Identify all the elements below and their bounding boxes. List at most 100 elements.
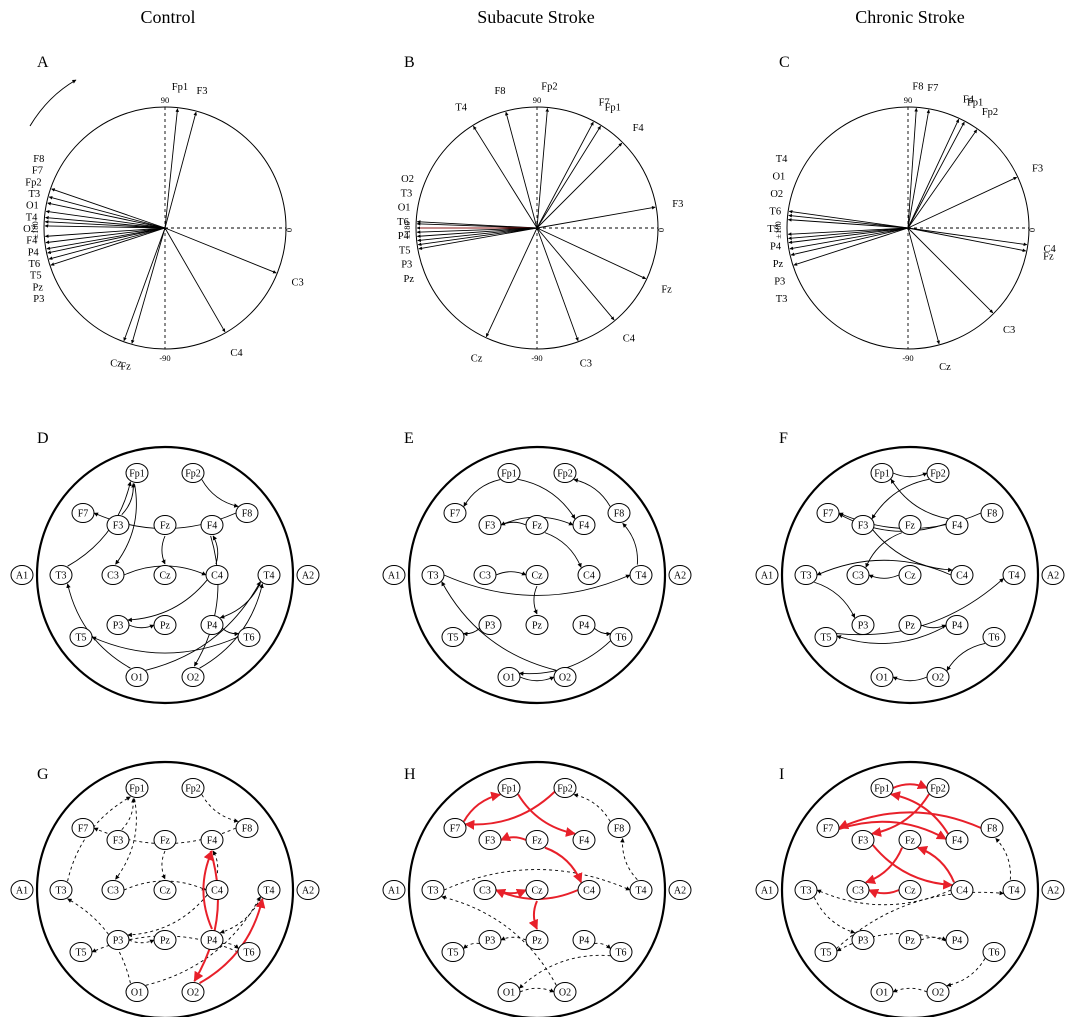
phase-vector-fp2 <box>907 129 978 229</box>
electrode-node <box>755 565 779 585</box>
electrode-t4: T4 <box>257 880 281 900</box>
tick-minus-90: -90 <box>902 353 913 363</box>
phase-vector-f7 <box>536 121 594 229</box>
connection-f8-f7 <box>838 811 982 829</box>
electrode-label: F3 <box>485 521 496 532</box>
electrode-cz: Cz <box>525 880 549 900</box>
electrode-fz: Fz <box>153 515 177 535</box>
connection-fp2-f3 <box>871 793 930 837</box>
electrode-f7: F7 <box>816 818 840 838</box>
electrode-label: T6 <box>615 633 626 644</box>
phase-vector-f4 <box>907 118 960 229</box>
electrode-label: P3 <box>113 936 124 947</box>
electrode-node <box>181 982 205 1002</box>
electrode-t6: T6 <box>237 627 261 647</box>
electrode-pz: Pz <box>898 930 922 950</box>
electrode-label: Fz <box>532 836 543 847</box>
electrode-label: A2 <box>1047 571 1059 582</box>
electrode-label: F4 <box>579 521 590 532</box>
electrode-node <box>870 982 894 1002</box>
electrode-pz: Pz <box>153 615 177 635</box>
connection-layer <box>66 479 264 671</box>
electrode-label-f4: F4 <box>633 123 645 134</box>
electrode-c3: C3 <box>473 880 497 900</box>
electrode-label: T3 <box>427 886 438 897</box>
electrode-node <box>71 503 95 523</box>
phase-vector-cz <box>907 227 940 345</box>
electrode-label: F4 <box>579 836 590 847</box>
electrode-label: C3 <box>852 886 864 897</box>
phase-vector-c4 <box>907 227 1028 247</box>
electrode-pz: Pz <box>525 930 549 950</box>
electrode-node <box>382 565 406 585</box>
electrode-label: Cz <box>904 571 916 582</box>
electrode-label-f4: F4 <box>963 94 975 105</box>
electrode-cz: Cz <box>153 880 177 900</box>
connection-fz-cz <box>161 535 166 565</box>
electrode-label: A2 <box>674 571 686 582</box>
electrode-node <box>443 818 467 838</box>
electrode-node <box>755 880 779 900</box>
electrode-label: F7 <box>823 824 834 835</box>
connection-fz-f3 <box>500 831 527 841</box>
electrode-label-t3: T3 <box>776 294 788 305</box>
connection-c4-fz <box>916 846 955 883</box>
electrode-c4: C4 <box>950 565 974 585</box>
electrode-label: C4 <box>583 571 595 582</box>
electrode-c3: C3 <box>846 880 870 900</box>
electrode-node <box>153 615 177 635</box>
tick-180: ±180 <box>773 221 783 238</box>
electrode-t6: T6 <box>982 942 1006 962</box>
column-title-chronic: Chronic Stroke <box>855 7 965 27</box>
electrode-label: Fp1 <box>129 784 145 795</box>
electrode-label-t4: T4 <box>455 103 467 114</box>
electrode-node <box>497 778 521 798</box>
electrode-fz: Fz <box>898 830 922 850</box>
phase-vector-o1 <box>788 214 909 229</box>
electrode-f3: F3 <box>106 515 130 535</box>
electrode-label: O2 <box>187 988 199 999</box>
electrode-label: P4 <box>207 621 218 632</box>
electrode-label-fp2: Fp2 <box>982 107 998 118</box>
electrode-label: T5 <box>75 633 86 644</box>
electrode-label: A1 <box>761 886 773 897</box>
connection-t4-f8 <box>995 838 1011 880</box>
electrode-node <box>816 503 840 523</box>
electrode-c3: C3 <box>473 565 497 585</box>
electrode-fz: Fz <box>525 515 549 535</box>
phase-vector-t4 <box>788 209 909 229</box>
electrode-node <box>296 565 320 585</box>
electrode-label: T4 <box>263 571 274 582</box>
electrode-label: Fp1 <box>501 784 517 795</box>
tick-90: 90 <box>904 95 913 105</box>
electrode-cz: Cz <box>525 565 549 585</box>
electrode-node <box>982 627 1006 647</box>
electrode-node <box>296 880 320 900</box>
connection-fp1-c3 <box>115 798 137 880</box>
phase-vector-t3 <box>793 227 909 266</box>
phase-vector-f7 <box>48 196 166 229</box>
electrode-p4: P4 <box>945 930 969 950</box>
electrode-t5: T5 <box>441 627 465 647</box>
phase-vector-o2 <box>44 224 166 229</box>
electrode-f7: F7 <box>443 818 467 838</box>
connection-p3-t5 <box>463 942 480 949</box>
electrode-node <box>525 515 549 535</box>
electrode-t6: T6 <box>237 942 261 962</box>
electrode-f3: F3 <box>478 515 502 535</box>
panel-label-f: F <box>779 430 788 447</box>
phase-vector-fz <box>536 227 647 280</box>
panel-label-h: H <box>404 766 416 783</box>
connection-o1-t4 <box>145 581 261 671</box>
connection-t3-p3 <box>813 897 856 934</box>
tick-90: 90 <box>533 95 542 105</box>
connection-fz-c4 <box>544 846 583 884</box>
head-outline <box>780 445 1040 705</box>
connection-t6-o1 <box>519 954 611 989</box>
electrode-node <box>980 818 1004 838</box>
connection-layer <box>813 779 1011 993</box>
electrode-node <box>553 463 577 483</box>
connection-t3-fp1 <box>67 481 132 567</box>
electrode-label: O2 <box>559 673 571 684</box>
electrode-p4: P4 <box>200 930 224 950</box>
